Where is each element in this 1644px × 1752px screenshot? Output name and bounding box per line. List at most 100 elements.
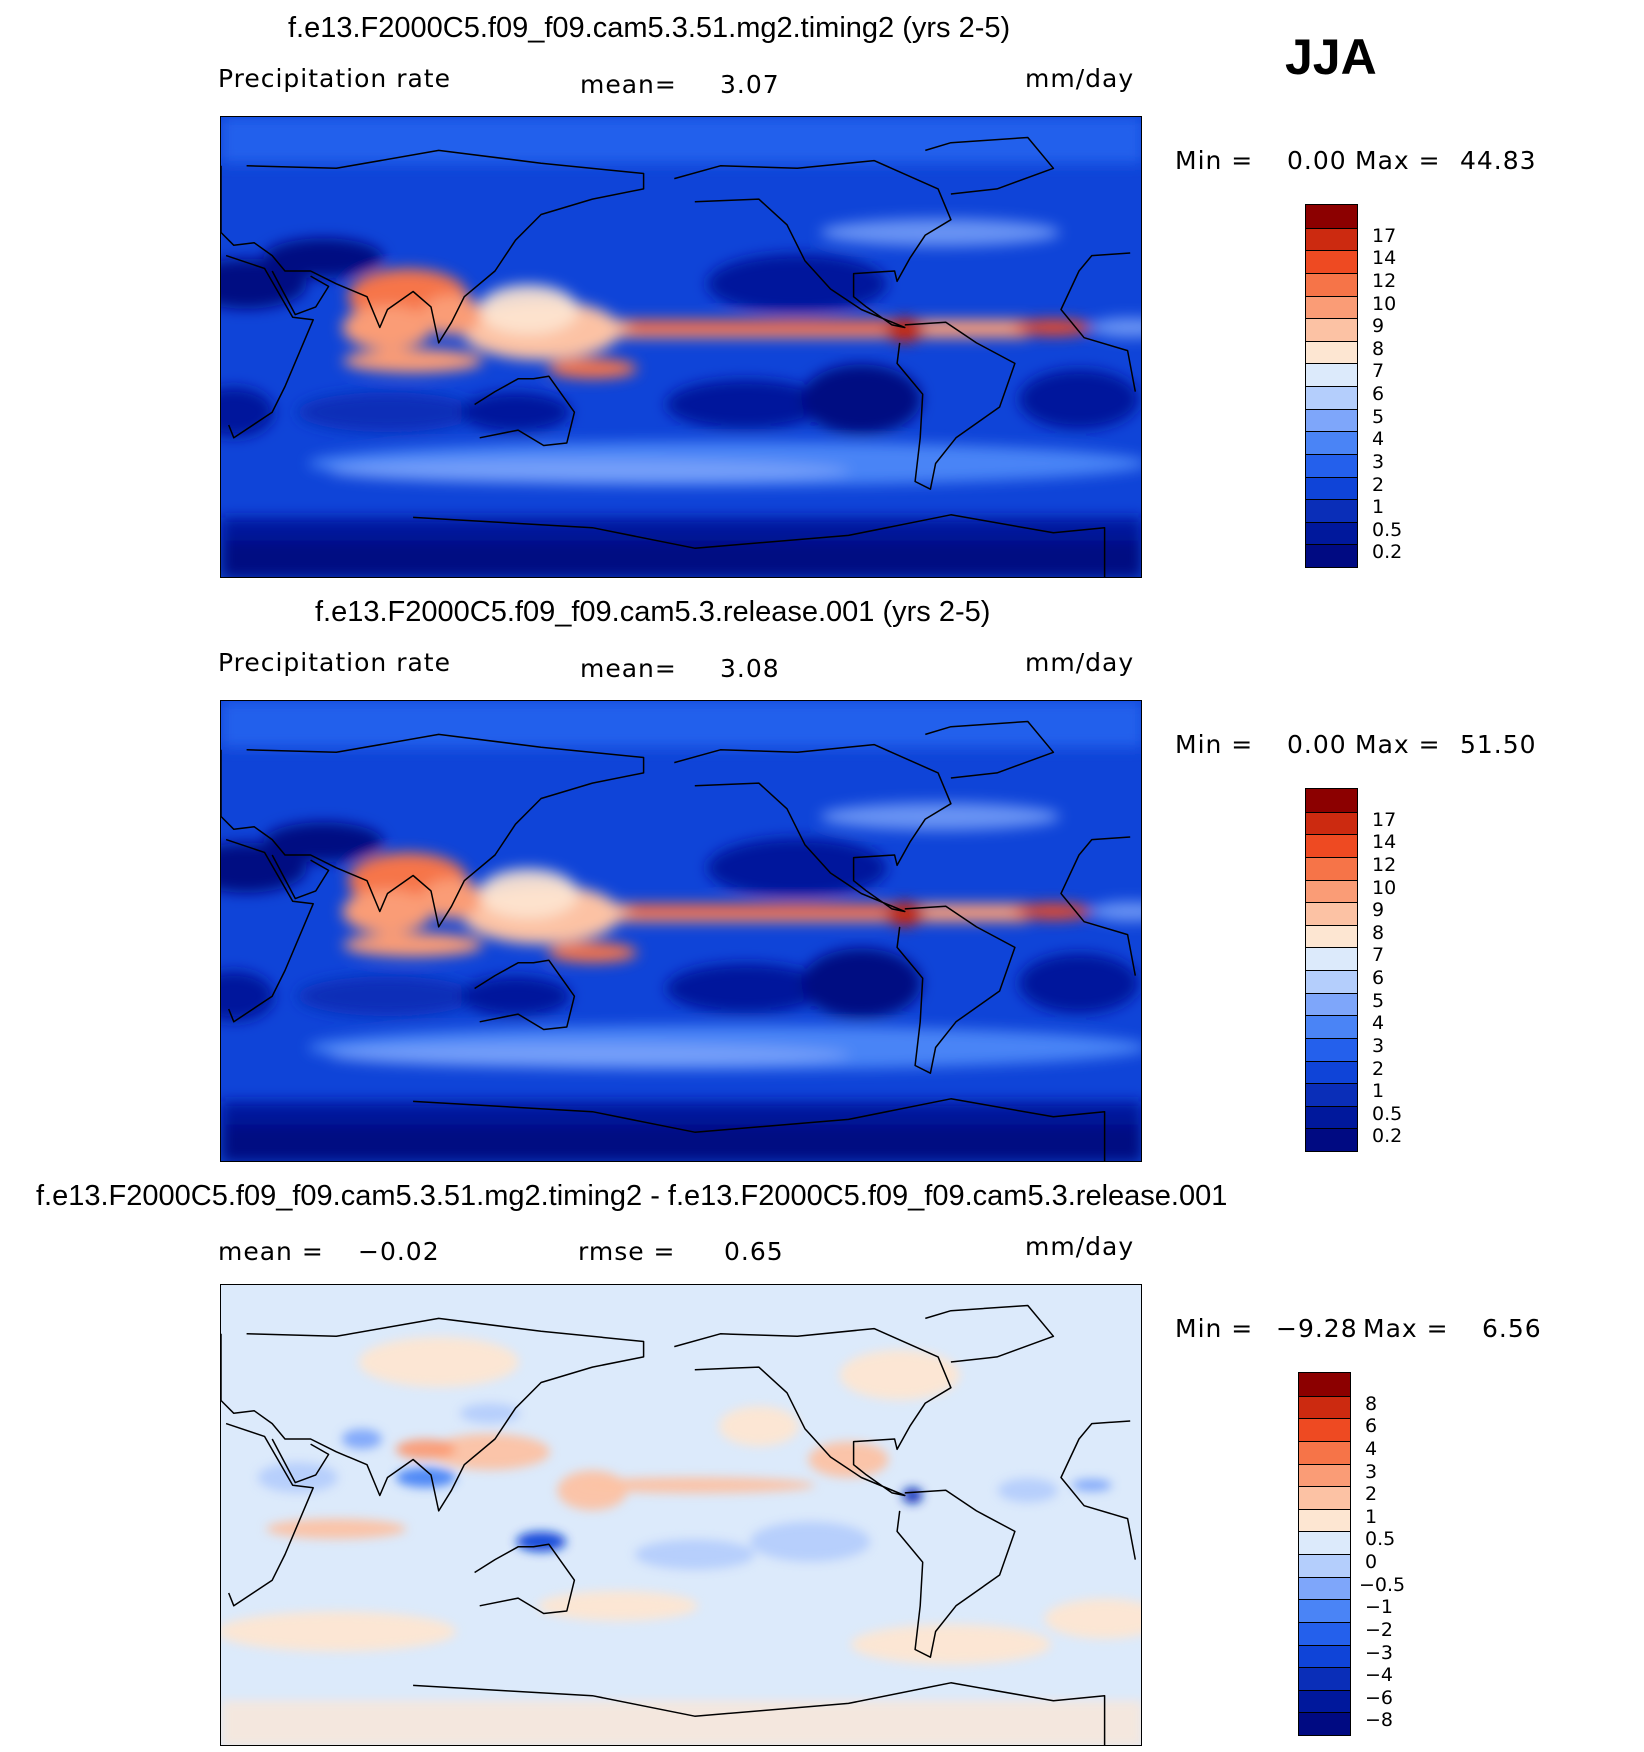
colorbar-swatch <box>1299 1486 1350 1509</box>
panel-2-min-label: Min = <box>1175 730 1254 759</box>
panel-3-min-value: −9.28 <box>1276 1314 1358 1343</box>
colorbar-tick-label: 14 <box>1372 831 1397 854</box>
colorbar-swatch <box>1299 1576 1350 1600</box>
colorbar-swatch <box>1306 340 1357 364</box>
colorbar-tick-label: 6 <box>1372 967 1385 989</box>
panel-3-rmse-value: 0.65 <box>724 1237 784 1266</box>
panel-3-rmse-label: rmse = <box>578 1237 676 1266</box>
colorbar-tick-label: 1 <box>1372 1080 1385 1103</box>
coastlines <box>221 136 1137 577</box>
colorbar-swatch <box>1306 318 1357 341</box>
panel-2-precip-map <box>220 700 1142 1162</box>
colorbar-swatch <box>1306 902 1357 925</box>
colorbar-tick-label: 12 <box>1372 853 1397 876</box>
panel-3-min-label: Min = <box>1175 1314 1254 1343</box>
panel-1-min-value: 0.00 <box>1287 146 1347 175</box>
colorbar-swatch <box>1306 272 1357 296</box>
colorbar-tick-label: 5 <box>1372 989 1385 1012</box>
colorbar-swatch <box>1299 1373 1350 1396</box>
panel-2-min-value: 0.00 <box>1287 730 1347 759</box>
colorbar-tick-label: −8 <box>1365 1709 1394 1732</box>
colorbar-tick-label: 6 <box>1365 1415 1378 1438</box>
colorbar-swatch <box>1306 521 1357 545</box>
panel-3-mean-label: mean = <box>218 1237 324 1266</box>
colorbar-tick-label: 10 <box>1372 876 1397 899</box>
colorbar-swatch <box>1306 205 1357 228</box>
panel-2-title: f.e13.F2000C5.f09_f09.cam5.3.release.001… <box>315 596 991 628</box>
colorbar-swatch <box>1299 1599 1350 1622</box>
colorbar-tick-label: 9 <box>1372 899 1385 922</box>
panel-3-max-value: 6.56 <box>1482 1314 1542 1343</box>
colorbar-swatch <box>1306 1015 1357 1038</box>
colorbar-swatch <box>1299 1395 1350 1419</box>
colorbar-swatch <box>1306 1060 1357 1084</box>
colorbar-swatch <box>1306 431 1357 454</box>
colorbar-swatch <box>1299 1667 1350 1690</box>
colorbar-tick-label: 9 <box>1372 315 1385 338</box>
colorbar-tick-label: 3 <box>1372 1034 1385 1057</box>
colorbar-swatch <box>1306 947 1357 970</box>
colorbar-swatch <box>1306 476 1357 500</box>
coastlines <box>221 720 1137 1161</box>
coastlines <box>221 1304 1137 1745</box>
panel-2-mean-value: 3.08 <box>720 654 780 683</box>
colorbar-swatch <box>1299 1463 1350 1487</box>
colorbar-tick-label: 0.2 <box>1372 1125 1403 1148</box>
colorbar-swatch <box>1306 789 1357 812</box>
colorbar-tick-label: −3 <box>1365 1641 1394 1664</box>
colorbar-swatch <box>1299 1440 1350 1464</box>
colorbar-swatch <box>1306 879 1357 903</box>
panel-2-colorbar <box>1305 788 1358 1152</box>
colorbar-tick-label: 4 <box>1365 1437 1378 1460</box>
panel-1-mean-label: mean= <box>580 70 677 99</box>
panel-1-max-value: 44.83 <box>1460 146 1537 175</box>
colorbar-tick-label: 17 <box>1372 808 1397 831</box>
panel-2-variable-label: Precipitation rate <box>218 648 451 677</box>
colorbar-tick-label: 8 <box>1372 337 1385 360</box>
colorbar-swatch <box>1299 1531 1350 1554</box>
colorbar-tick-label: −4 <box>1365 1664 1394 1687</box>
colorbar-swatch <box>1299 1644 1350 1668</box>
colorbar-swatch <box>1306 408 1357 432</box>
colorbar-swatch <box>1306 250 1357 273</box>
colorbar-tick-label: 14 <box>1372 247 1397 270</box>
colorbar-tick-label: 6 <box>1372 383 1385 405</box>
colorbar-swatch <box>1299 1621 1350 1645</box>
colorbar-tick-label: 0 <box>1365 1551 1378 1573</box>
colorbar-tick-label: 1 <box>1365 1505 1378 1528</box>
colorbar-swatch <box>1306 453 1357 477</box>
colorbar-swatch <box>1306 295 1357 319</box>
colorbar-swatch <box>1306 363 1357 386</box>
colorbar-swatch <box>1306 924 1357 948</box>
colorbar-tick-label: 0.5 <box>1372 518 1403 541</box>
colorbar-swatch <box>1306 1128 1357 1151</box>
panel-3-title: f.e13.F2000C5.f09_f09.cam5.3.51.mg2.timi… <box>36 1180 1228 1212</box>
colorbar-tick-label: 3 <box>1365 1460 1378 1483</box>
colorbar-swatch <box>1306 1083 1357 1106</box>
colorbar-tick-label: −2 <box>1365 1618 1394 1641</box>
colorbar-swatch <box>1299 1418 1350 1441</box>
panel-2-max-label: Max = <box>1355 730 1441 759</box>
colorbar-tick-label: 10 <box>1372 292 1397 315</box>
colorbar-swatch <box>1299 1508 1350 1532</box>
panel-2-max-value: 51.50 <box>1460 730 1537 759</box>
colorbar-tick-label: 2 <box>1365 1483 1378 1506</box>
colorbar-tick-label: 5 <box>1372 405 1385 428</box>
panel-1-variable-label: Precipitation rate <box>218 64 451 93</box>
panel-3-units: mm/day <box>1025 1232 1135 1261</box>
colorbar-swatch <box>1306 544 1357 567</box>
panel-2-units: mm/day <box>1025 648 1135 677</box>
panel-1-mean-value: 3.07 <box>720 70 780 99</box>
panel-3-colorbar <box>1298 1372 1351 1736</box>
colorbar-tick-label: 0.2 <box>1372 541 1403 564</box>
panel-3-difference-map <box>220 1284 1142 1746</box>
panel-2-mean-label: mean= <box>580 654 677 683</box>
colorbar-swatch <box>1306 992 1357 1016</box>
colorbar-swatch <box>1306 811 1357 835</box>
colorbar-swatch <box>1299 1554 1350 1577</box>
colorbar-tick-label: 3 <box>1372 450 1385 473</box>
colorbar-tick-label: 4 <box>1372 1012 1385 1035</box>
colorbar-tick-label: 12 <box>1372 269 1397 292</box>
season-label: JJA <box>1285 29 1377 85</box>
colorbar-swatch <box>1306 386 1357 409</box>
